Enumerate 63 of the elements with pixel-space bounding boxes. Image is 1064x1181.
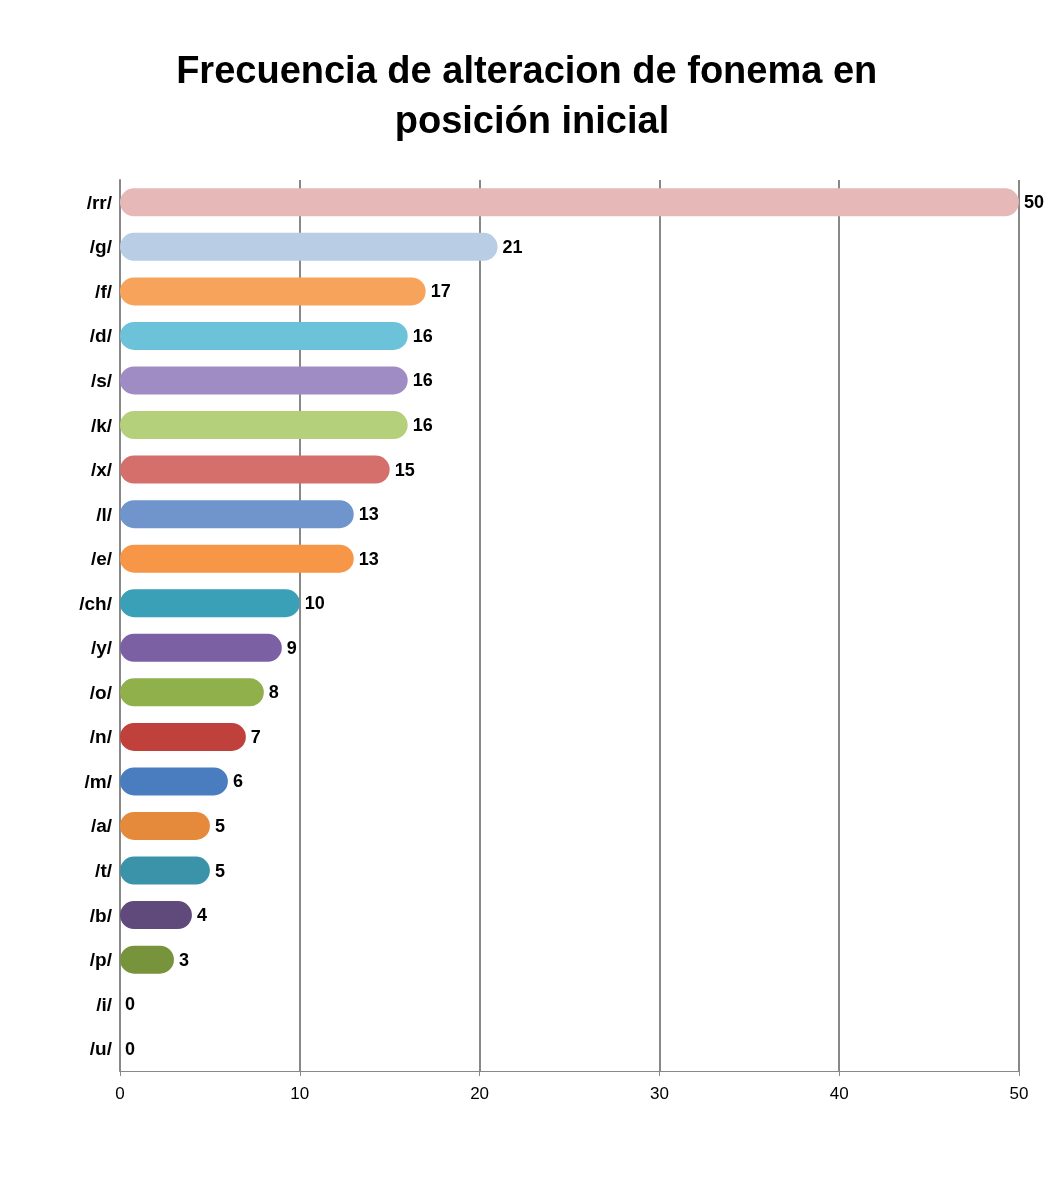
- bar: [120, 856, 210, 885]
- y-tick-label: /rr/: [86, 191, 113, 213]
- data-label: 17: [430, 281, 451, 302]
- data-label: 16: [412, 325, 433, 346]
- bar: [120, 722, 246, 751]
- data-label: 21: [502, 236, 523, 257]
- data-label: 0: [125, 994, 136, 1015]
- y-tick-label: /u/: [89, 1038, 113, 1060]
- data-label: 13: [358, 504, 379, 525]
- data-label: 6: [232, 771, 243, 792]
- bar: [120, 411, 408, 440]
- data-label: 4: [196, 905, 207, 926]
- y-tick-label: /f/: [95, 280, 113, 302]
- y-tick-label: /k/: [90, 414, 113, 436]
- y-tick-label: /b/: [89, 904, 113, 926]
- data-label: 8: [268, 682, 279, 703]
- bar: [120, 277, 426, 306]
- bar: [120, 455, 390, 484]
- bar: [120, 633, 282, 662]
- data-label: 13: [358, 548, 379, 569]
- data-label: 10: [304, 593, 325, 614]
- y-tick-label: /i/: [96, 993, 113, 1015]
- bar: [120, 232, 498, 261]
- x-tick-label: 30: [649, 1084, 669, 1103]
- x-tick-label: 10: [290, 1084, 310, 1103]
- data-label: 16: [412, 370, 433, 391]
- data-label: 7: [250, 726, 261, 747]
- y-tick-label: /g/: [89, 236, 113, 258]
- y-tick-label: /a/: [90, 815, 113, 837]
- data-label: 5: [214, 860, 225, 881]
- x-tick-label: 0: [115, 1084, 125, 1103]
- y-tick-label: /p/: [89, 949, 113, 971]
- x-tick-label: 40: [829, 1084, 849, 1103]
- y-tick-label: /y/: [90, 637, 113, 659]
- data-label: 16: [412, 415, 433, 436]
- bar: [120, 500, 354, 529]
- data-label: 50: [1024, 192, 1045, 213]
- y-tick-label: /t/: [95, 860, 113, 882]
- bar: [120, 366, 408, 395]
- y-tick-label: /e/: [90, 548, 113, 570]
- bar: [120, 321, 408, 350]
- y-tick-label: /m/: [84, 770, 113, 792]
- y-tick-label: /d/: [89, 325, 113, 347]
- chart-title: Frecuencia de alteracion de fonema en posición inicial: [176, 49, 888, 141]
- y-tick-label: /x/: [90, 459, 113, 481]
- y-tick-label: /ch/: [79, 592, 113, 614]
- data-label: 5: [214, 815, 225, 836]
- y-tick-label: /s/: [90, 369, 113, 391]
- data-label: 9: [286, 637, 297, 658]
- bar: [120, 678, 264, 707]
- y-tick-label: /o/: [89, 681, 113, 703]
- x-tick-label: 20: [470, 1084, 490, 1103]
- data-label: 0: [125, 1038, 136, 1059]
- data-label: 15: [394, 459, 415, 480]
- bar: [120, 544, 354, 573]
- bar: [120, 767, 228, 796]
- y-tick-label: /l/: [96, 503, 113, 525]
- y-tick-label: /n/: [89, 726, 113, 748]
- data-label: 3: [178, 949, 189, 970]
- x-tick-label: 50: [1009, 1084, 1029, 1103]
- bar: [120, 589, 300, 618]
- bar: [120, 811, 210, 840]
- bar: [120, 188, 1019, 217]
